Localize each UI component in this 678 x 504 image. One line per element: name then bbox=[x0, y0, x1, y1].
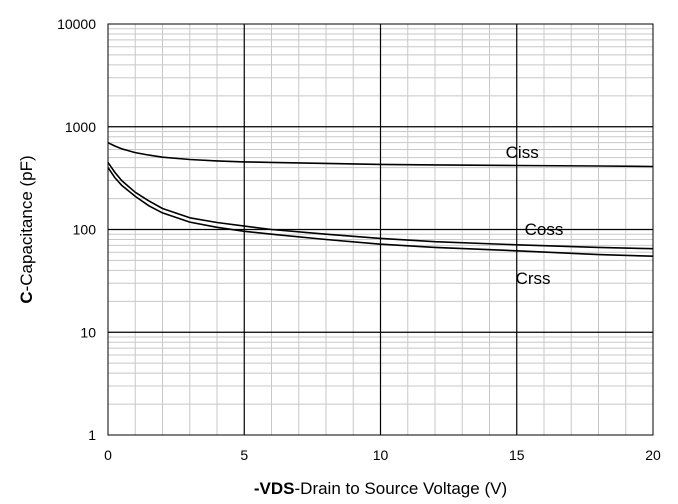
y-tick-label: 100 bbox=[73, 222, 97, 238]
y-axis-title: C-Capacitance (pF) bbox=[17, 155, 36, 303]
y-tick-labels: 1 10 100 1000 10000 bbox=[57, 16, 96, 443]
x-axis-title: -VDS-Drain to Source Voltage (V) bbox=[254, 479, 507, 498]
x-tick-label: 5 bbox=[240, 447, 248, 463]
y-tick-label: 1000 bbox=[65, 119, 96, 135]
y-tick-label: 10 bbox=[80, 324, 96, 340]
series-label-coss: Coss bbox=[525, 220, 564, 239]
x-tick-label: 10 bbox=[373, 447, 389, 463]
x-axis-title-rest: -Drain to Source Voltage (V) bbox=[295, 479, 508, 498]
x-tick-label: 0 bbox=[104, 447, 112, 463]
x-tick-label: 15 bbox=[509, 447, 525, 463]
series-labels: Ciss Coss Crss bbox=[506, 143, 564, 288]
series-label-crss: Crss bbox=[516, 269, 551, 288]
x-tick-label: 20 bbox=[645, 447, 661, 463]
x-tick-labels: 0 5 10 15 20 bbox=[104, 447, 661, 463]
y-tick-label: 1 bbox=[88, 427, 96, 443]
y-axis-title-rest: -Capacitance (pF) bbox=[17, 155, 36, 291]
series-label-ciss: Ciss bbox=[506, 143, 539, 162]
major-grid bbox=[108, 24, 653, 435]
series-line-crss bbox=[107, 167, 654, 257]
y-tick-label: 10000 bbox=[57, 16, 96, 32]
series-line-coss bbox=[107, 161, 654, 250]
series-line-ciss bbox=[107, 141, 654, 168]
x-axis-title-bold: -VDS bbox=[254, 479, 295, 498]
y-axis-title-bold: C bbox=[17, 291, 36, 303]
plot-frame bbox=[107, 23, 654, 436]
series-lines bbox=[107, 141, 654, 257]
